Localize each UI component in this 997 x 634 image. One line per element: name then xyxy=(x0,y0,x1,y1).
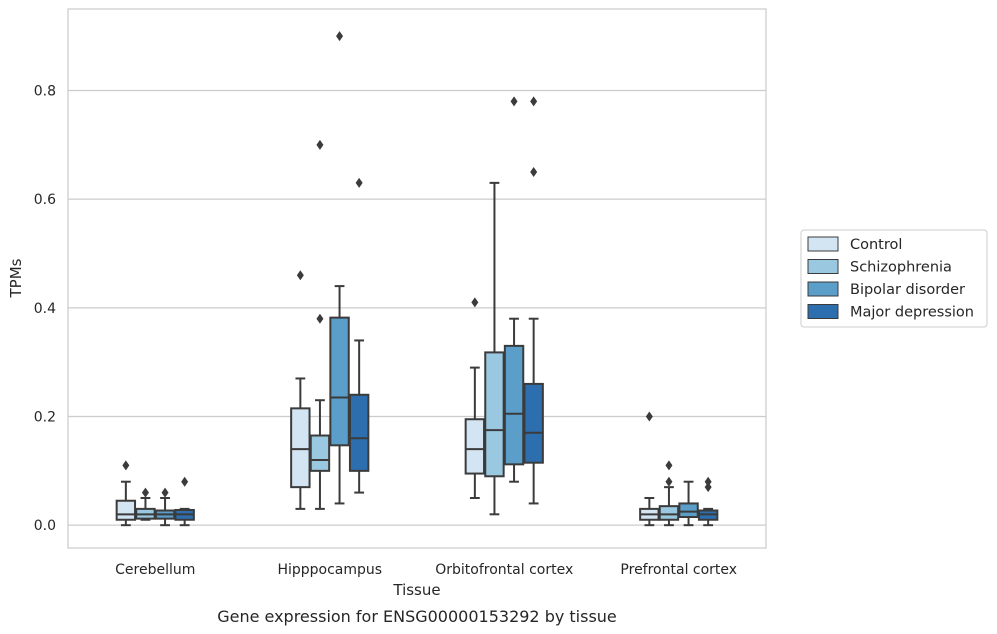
series-group xyxy=(115,366,660,527)
outlier-point xyxy=(161,487,169,498)
legend-label: Bipolar disorder xyxy=(850,282,965,298)
outlier-point xyxy=(141,487,149,498)
x-axis-label: Tissue xyxy=(392,581,440,599)
outlier-point xyxy=(336,31,344,42)
x-tick-label: Prefrontal cortex xyxy=(620,562,737,578)
outlier-point xyxy=(316,139,324,150)
box xyxy=(503,344,525,466)
box xyxy=(329,316,350,447)
legend-swatch xyxy=(807,281,839,297)
x-tick-label: Hipppocampus xyxy=(277,562,382,578)
legend: Control Schizophrenia Bipolar disorder Majo… xyxy=(800,229,988,328)
legend-label: Control xyxy=(850,237,902,253)
outlier-point xyxy=(355,177,363,188)
box xyxy=(115,499,137,521)
y-tick-labels: 0.0 0.2 0.4 0.6 0.8 xyxy=(34,84,56,535)
grid-lines xyxy=(68,89,766,526)
y-tick-label: 0.6 xyxy=(34,192,56,208)
legend-label: Schizophrenia xyxy=(850,260,952,276)
box xyxy=(484,351,505,478)
legend-swatch xyxy=(807,304,839,319)
outlier-point xyxy=(296,270,304,281)
y-tick-label: 0.8 xyxy=(34,84,56,100)
box xyxy=(523,382,544,464)
box xyxy=(290,407,311,489)
legend-label: Major depression xyxy=(850,305,974,321)
y-tick-label: 0.0 xyxy=(34,518,56,534)
figure-caption: Gene expression for ENSG00000153292 by t… xyxy=(217,607,617,626)
box xyxy=(348,393,370,472)
plot-frame xyxy=(67,8,767,549)
outlier-point xyxy=(665,476,673,487)
box xyxy=(658,505,680,521)
outlier-point xyxy=(510,96,518,107)
box xyxy=(309,434,331,472)
box xyxy=(678,502,699,519)
outlier-point xyxy=(530,167,538,178)
outlier-point xyxy=(645,411,653,422)
series-group xyxy=(135,181,680,527)
outlier-points xyxy=(122,31,712,498)
series-group xyxy=(154,285,699,527)
y-tick-label: 0.2 xyxy=(34,410,56,426)
x-tick-labels: Cerebellum Hipppocampus Orbitofrontal cort… xyxy=(115,562,737,578)
legend-swatch xyxy=(807,236,839,252)
x-tick-label: Orbitofrontal cortex xyxy=(435,562,573,578)
box xyxy=(464,418,486,475)
outlier-point xyxy=(704,476,712,487)
outlier-point xyxy=(471,297,479,308)
box-series xyxy=(115,181,719,527)
y-axis-label: TPMs xyxy=(7,258,25,298)
outlier-point xyxy=(316,313,324,324)
y-tick-label: 0.4 xyxy=(34,301,56,317)
x-tick-label: Cerebellum xyxy=(115,562,195,578)
series-group xyxy=(174,317,719,527)
legend-swatch xyxy=(807,259,839,274)
outlier-point xyxy=(122,460,130,471)
outlier-point xyxy=(530,96,538,107)
legend-frame xyxy=(800,229,988,328)
outlier-point xyxy=(181,476,189,487)
outlier-point xyxy=(665,460,673,471)
outlier-point xyxy=(704,482,712,493)
